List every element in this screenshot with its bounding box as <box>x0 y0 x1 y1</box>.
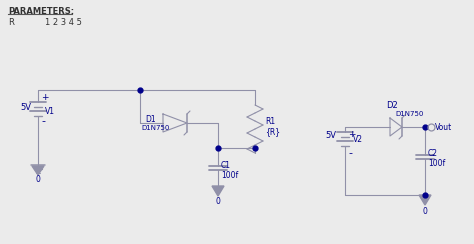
Text: D1N750: D1N750 <box>395 111 423 117</box>
Text: D1N750: D1N750 <box>141 125 169 131</box>
Text: {R}: {R} <box>265 128 280 136</box>
Text: +: + <box>348 130 356 139</box>
Text: 5V: 5V <box>20 102 31 112</box>
Text: 0: 0 <box>36 175 40 184</box>
Text: C2: C2 <box>428 150 438 159</box>
Text: -: - <box>348 148 352 158</box>
Text: R: R <box>8 18 14 27</box>
Text: D1: D1 <box>145 114 155 123</box>
Text: 0: 0 <box>216 197 220 206</box>
Text: 100f: 100f <box>428 159 445 167</box>
Text: D2: D2 <box>386 101 398 110</box>
Text: C1: C1 <box>221 162 231 171</box>
Polygon shape <box>419 195 431 205</box>
Text: 100f: 100f <box>221 171 238 180</box>
Text: 5V: 5V <box>325 132 336 141</box>
Text: R1: R1 <box>265 118 275 126</box>
Text: V1: V1 <box>45 108 55 116</box>
Polygon shape <box>212 186 224 196</box>
Polygon shape <box>32 166 44 175</box>
Text: 0: 0 <box>422 206 428 215</box>
Text: PARAMETERS:: PARAMETERS: <box>8 7 74 16</box>
Text: Vout: Vout <box>435 122 452 132</box>
Text: 1 2 3 4 5: 1 2 3 4 5 <box>45 18 82 27</box>
Text: +: + <box>41 93 48 102</box>
Text: -: - <box>41 116 45 126</box>
Text: V2: V2 <box>353 134 363 143</box>
